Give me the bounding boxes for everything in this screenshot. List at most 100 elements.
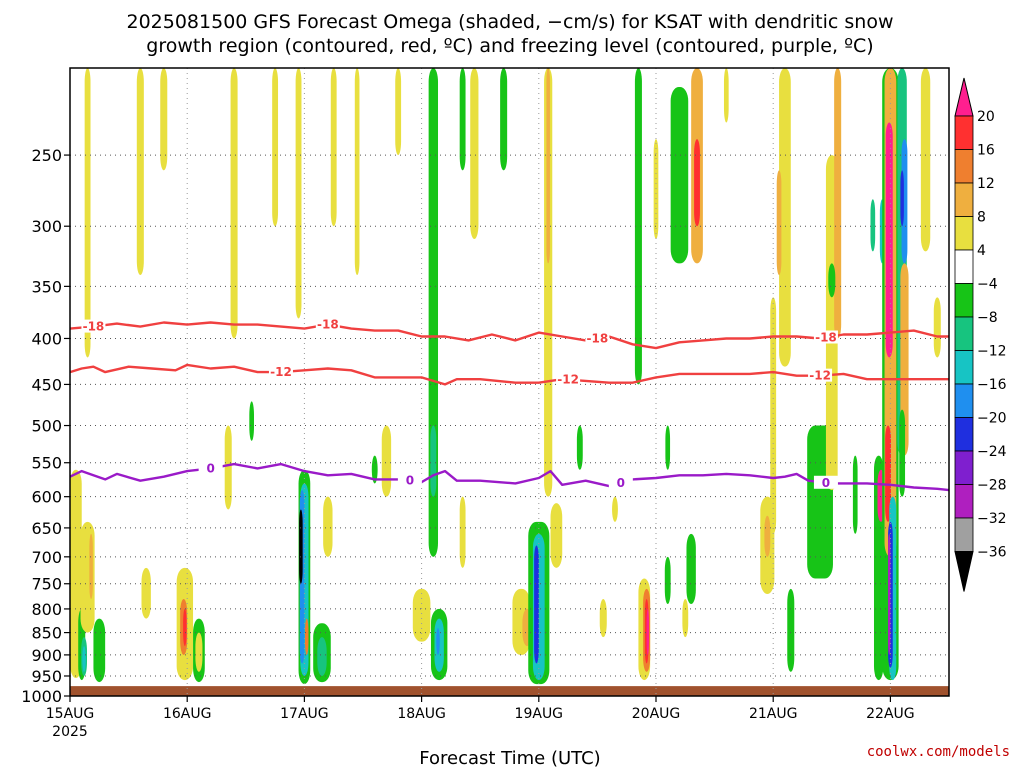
omega-shade-cell xyxy=(224,425,232,510)
omega-colorbar: 20 16 12 8 4 −4 −8 −12 −16 −20 −24 −28 −32 −36 xyxy=(954,77,1007,592)
pressure-tick-label: 850 xyxy=(31,624,62,643)
colorbar-segment xyxy=(954,283,974,318)
contour-label: -18 xyxy=(587,331,609,345)
pressure-tick-label: 650 xyxy=(31,519,62,538)
credit-text: coolwx.com/models xyxy=(867,744,1010,760)
chart-title: 2025081500 GFS Forecast Omega (shaded, −… xyxy=(126,11,893,57)
contour-label: -12 xyxy=(557,373,579,387)
colorbar-bottom-arrow xyxy=(954,551,974,592)
colorbar-segment xyxy=(954,115,974,150)
time-tick-label: 16AUG xyxy=(163,706,212,722)
omega-shade-cell xyxy=(900,263,909,456)
contour-line--12 xyxy=(69,363,949,386)
contour-label: -18 xyxy=(317,318,339,332)
colorbar-label: 8 xyxy=(977,210,986,226)
omega-shade-cell xyxy=(230,68,238,339)
contour-label: 0 xyxy=(822,476,830,490)
pressure-tick-label: 300 xyxy=(31,217,62,236)
time-tick-label: 22AUG xyxy=(866,706,915,722)
pressure-tick-label: 800 xyxy=(31,600,62,619)
pressure-tick-label: 950 xyxy=(31,667,62,686)
omega-shade-cell xyxy=(670,87,689,264)
omega-shade-cell xyxy=(323,496,333,557)
omega-shade-cell xyxy=(430,425,437,497)
time-tick-label: 20AUG xyxy=(632,706,681,722)
plot-border xyxy=(69,67,950,697)
pressure-tick-label: 700 xyxy=(31,548,62,567)
contour-label: -18 xyxy=(815,330,837,344)
omega-shade-cell xyxy=(634,68,642,385)
omega-shade-cell xyxy=(550,503,563,568)
omega-shade-cell xyxy=(885,122,893,358)
x-axis-title: Forecast Time (UTC) xyxy=(419,748,600,768)
pressure-tick-label: 750 xyxy=(31,575,62,594)
contour-label-bg xyxy=(808,368,833,382)
colorbar-segment xyxy=(954,350,974,385)
colorbar-segment xyxy=(954,316,974,351)
omega-shade-cell xyxy=(888,533,891,655)
colorbar-segment xyxy=(954,249,974,284)
omega-shade-cell xyxy=(665,425,671,470)
omega-shade-cell xyxy=(93,618,106,683)
contour-label: 0 xyxy=(617,476,625,490)
pressure-tick-label: 600 xyxy=(31,488,62,507)
colorbar-segment xyxy=(954,450,974,485)
colorbar-segment xyxy=(954,484,974,519)
colorbar-segment xyxy=(954,417,974,452)
colorbar-segment xyxy=(954,216,974,251)
omega-shade-cell xyxy=(354,68,360,276)
omega-shade-cell xyxy=(304,618,309,655)
chart-title-line-1: 2025081500 GFS Forecast Omega (shaded, −… xyxy=(126,11,893,33)
omega-shade-cell xyxy=(686,533,696,605)
colorbar-label: −4 xyxy=(977,277,998,293)
omega-shade-cell xyxy=(381,425,392,497)
omega-shade-cell xyxy=(770,297,777,534)
contour-label-bg xyxy=(268,365,293,379)
time-tick-label: 21AUG xyxy=(749,706,798,722)
chart-title-line-2: growth region (contoured, red, ºC) and f… xyxy=(146,35,873,57)
omega-shade-cell xyxy=(646,608,649,655)
contour-label-bg xyxy=(198,461,223,475)
omega-shade-cell xyxy=(828,263,836,298)
omega-shade-cell xyxy=(787,588,795,672)
colorbar-label: 4 xyxy=(977,243,986,259)
pressure-tick-label: 1000 xyxy=(21,687,62,706)
contour-line-0 xyxy=(69,462,950,492)
omega-shade-cell xyxy=(470,68,479,240)
contour-label-bg xyxy=(608,475,633,489)
pressure-axis: 250 300 350 400 450 500 550 600 650 700 750 800 850 9… xyxy=(21,146,70,706)
colorbar-segment xyxy=(954,149,974,184)
pressure-tick-label: 450 xyxy=(31,375,62,394)
colorbar-label: 12 xyxy=(977,176,995,192)
omega-shade-cell xyxy=(885,425,891,522)
omega-shade-cell xyxy=(546,68,550,264)
omega-shade-cell xyxy=(870,199,876,252)
omega-shade-cell xyxy=(664,556,671,605)
omega-shade-cell xyxy=(500,68,508,171)
omega-shade-cell xyxy=(436,627,440,655)
omega-shade-cell xyxy=(900,170,904,227)
contour-label-bg xyxy=(81,319,106,333)
pressure-tick-label: 350 xyxy=(31,277,62,296)
temperature-contours: -18 -18 -18 -18 -12 -12 -12 0 0 0 0 xyxy=(69,317,950,492)
omega-shade-cell xyxy=(272,68,279,227)
colorbar-segment xyxy=(954,383,974,418)
omega-shade-cell xyxy=(136,68,144,276)
time-tick-label: 15AUG xyxy=(46,706,95,722)
omega-shade-cell xyxy=(779,68,791,367)
colorbar-label: −24 xyxy=(977,444,1007,460)
contour-label-bg xyxy=(813,475,838,489)
omega-shade-cell xyxy=(141,567,151,619)
omega-shade-cell xyxy=(395,68,402,156)
colorbar-label: −32 xyxy=(977,511,1007,527)
contour-label: 0 xyxy=(206,461,214,475)
ground-fill xyxy=(70,686,949,696)
omega-shade-cell xyxy=(901,139,908,264)
contour-label-bg xyxy=(397,473,422,487)
contour-label-bg xyxy=(556,372,581,386)
colorbar-segment xyxy=(954,517,974,552)
omega-shade-cell xyxy=(576,425,583,470)
omega-shade-cell xyxy=(682,599,689,638)
omega-shade-cell xyxy=(653,139,659,240)
omega-shade-cell xyxy=(694,139,700,227)
